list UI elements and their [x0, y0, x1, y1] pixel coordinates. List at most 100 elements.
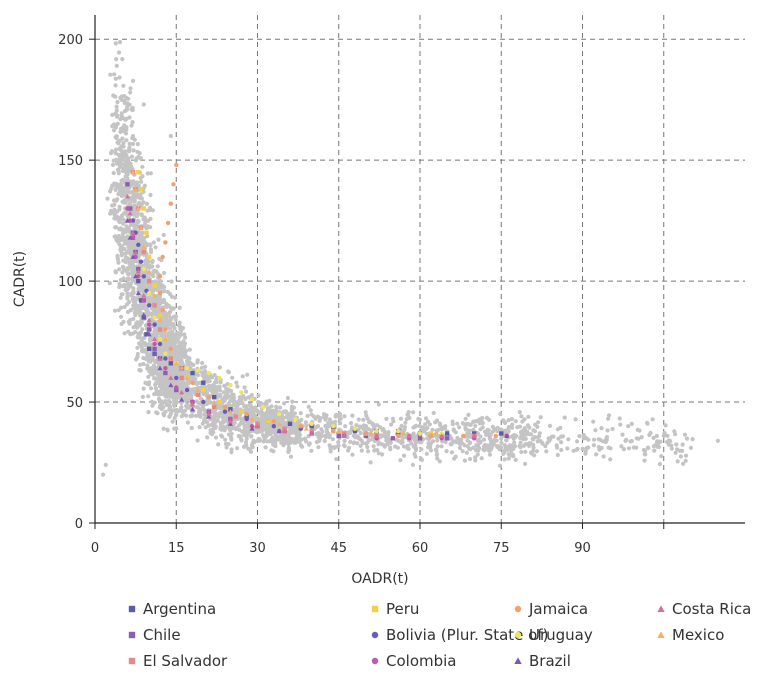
background-point	[115, 100, 120, 105]
background-point	[128, 281, 133, 286]
legend-item-uruguay: Uruguay	[514, 626, 593, 644]
background-point	[145, 208, 150, 213]
background-point	[170, 341, 175, 346]
background-point	[157, 405, 162, 410]
background-point	[382, 429, 387, 434]
background-point	[398, 416, 404, 421]
background-point	[368, 460, 373, 465]
background-point	[129, 154, 135, 159]
point-mexico	[276, 421, 282, 426]
background-point	[168, 309, 173, 314]
background-point	[430, 427, 435, 432]
point-argentina	[201, 380, 206, 385]
point-chile	[147, 327, 152, 332]
background-point	[225, 390, 230, 395]
background-point	[174, 412, 179, 417]
background-point	[555, 445, 560, 450]
legend-item-costa-rica: Costa Rica	[657, 600, 751, 618]
background-point	[123, 287, 128, 293]
background-point	[155, 350, 161, 355]
background-point	[140, 285, 145, 290]
background-point	[114, 198, 119, 203]
background-point	[559, 440, 564, 445]
point-argentina	[136, 278, 141, 284]
background-point	[124, 224, 129, 229]
background-point	[417, 423, 422, 429]
point-brazil	[141, 312, 147, 317]
point-mexico	[184, 375, 190, 380]
legend-label-costa-rica: Costa Rica	[672, 600, 751, 618]
background-point	[124, 189, 130, 194]
background-point	[153, 370, 158, 375]
background-point	[617, 416, 622, 421]
background-point	[289, 404, 295, 409]
background-point	[142, 220, 148, 225]
background-point	[336, 440, 341, 445]
background-point	[400, 439, 405, 445]
background-point	[146, 218, 151, 223]
background-point	[391, 419, 396, 424]
background-point	[342, 414, 347, 419]
background-point	[527, 425, 532, 430]
background-point	[117, 267, 122, 272]
background-point	[449, 450, 454, 455]
legend-marker-mexico	[657, 631, 665, 638]
background-point	[119, 314, 124, 319]
background-point	[127, 261, 132, 266]
grid	[95, 15, 745, 523]
background-point	[164, 402, 169, 407]
legend-marker-uruguay	[514, 631, 522, 639]
background-point	[252, 413, 258, 418]
background-point	[606, 416, 611, 421]
background-point	[334, 457, 339, 462]
background-point	[371, 444, 376, 449]
background-point	[148, 225, 153, 230]
background-point	[459, 437, 464, 442]
background-point	[111, 158, 116, 163]
background-point	[308, 408, 313, 413]
background-point	[244, 425, 249, 430]
background-point	[141, 102, 146, 107]
background-point	[230, 426, 235, 431]
background-point	[177, 324, 183, 329]
background-point	[539, 440, 545, 445]
background-point	[143, 279, 148, 284]
background-point	[189, 425, 194, 431]
background-point	[451, 427, 456, 432]
background-point	[497, 463, 503, 468]
background-point	[659, 454, 664, 459]
legend-item-jamaica: Jamaica	[514, 600, 588, 618]
background-point	[321, 415, 326, 420]
background-point	[605, 428, 610, 433]
background-point	[127, 201, 132, 206]
point-costa-rica	[152, 336, 158, 342]
background-point	[125, 276, 130, 282]
background-point	[162, 270, 167, 276]
background-point	[464, 450, 469, 455]
point-brazil	[249, 426, 255, 431]
point-jamaica	[331, 428, 336, 434]
legend-marker-colombia	[371, 657, 379, 665]
legend-marker-costa-rica	[657, 605, 665, 612]
background-point	[280, 417, 285, 422]
background-point	[135, 351, 140, 357]
background-point	[116, 152, 121, 157]
background-point	[243, 397, 248, 402]
legend-label-brazil: Brazil	[529, 652, 571, 670]
background-point	[119, 111, 124, 116]
legend-label-bolivia-plur-state-of: Bolivia (Plur. State of)	[386, 626, 549, 644]
background-point	[125, 294, 130, 299]
background-point	[135, 320, 140, 325]
point-costa-rica	[124, 193, 131, 199]
background-point	[171, 324, 176, 329]
background-point	[643, 452, 648, 457]
legend-item-brazil: Brazil	[514, 652, 571, 670]
background-point	[481, 447, 486, 452]
background-point	[509, 425, 515, 430]
background-point	[618, 422, 623, 427]
background-point	[320, 429, 325, 434]
background-point	[137, 332, 142, 338]
background-point	[184, 358, 190, 364]
background-point	[591, 419, 596, 424]
background-point	[403, 420, 408, 425]
